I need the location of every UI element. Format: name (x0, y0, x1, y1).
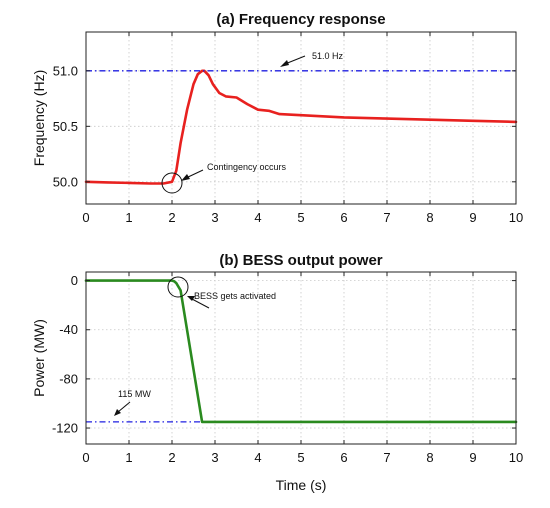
arrow-contingency-line (185, 169, 204, 179)
bess-x-tick-label: 4 (254, 450, 261, 465)
frequency-y-tick-label: 51.0 (53, 63, 78, 78)
frequency-y-tick-label: 50.5 (53, 119, 78, 134)
arrow-51hz-head (280, 60, 289, 67)
arrow-activation-line (191, 298, 210, 309)
grid-frequency (86, 32, 516, 204)
annotation-51hz: 51.0 Hz (312, 51, 344, 61)
arrow-activation-head (187, 296, 195, 301)
bess-x-tick-label: 6 (340, 450, 347, 465)
bess-x-tick-label: 10 (509, 450, 523, 465)
ticks-frequency: 0 1 2 3 4 5 6 7 8 9 10 50.0 50.5 51.0 (53, 32, 523, 225)
annotation-115mw: 115 MW (118, 389, 151, 399)
frequency-x-tick-label: 9 (469, 210, 476, 225)
bess-y-tick-label: -40 (59, 322, 78, 337)
y-axis-label-bess: Power (MW) (31, 319, 47, 397)
bess-x-tick-label: 5 (297, 450, 304, 465)
frequency-x-tick-label: 5 (297, 210, 304, 225)
series-bess (84, 279, 518, 424)
grid-bess (86, 272, 516, 444)
series-frequency (84, 69, 518, 185)
bess-series-curve (84, 279, 518, 424)
bess-y-tick-label: -80 (59, 371, 78, 386)
arrow-51hz-line (284, 55, 306, 65)
frequency-x-tick-label: 3 (211, 210, 218, 225)
bess-x-tick-label: 9 (469, 450, 476, 465)
frequency-x-tick-label: 1 (125, 210, 132, 225)
bess-y-tick-label: -120 (52, 421, 78, 436)
arrow-115mw-line (117, 401, 131, 413)
bess-x-tick-label: 8 (426, 450, 433, 465)
annotation-activation: BESS gets activated (194, 291, 276, 301)
contingency-circle (161, 172, 183, 194)
bess-y-tick-label: 0 (71, 273, 78, 288)
frequency-x-tick-label: 7 (383, 210, 390, 225)
frequency-x-tick-label: 4 (254, 210, 261, 225)
bess-x-tick-label: 7 (383, 450, 390, 465)
arrow-contingency-head (181, 174, 190, 181)
panel-bess-power: (b) BESS output power 0 1 2 3 4 5 6 7 8 9 10 0 -40 -8… (31, 252, 523, 493)
activation-circle (167, 276, 189, 298)
arrow-115mw-head (114, 409, 121, 416)
ticks-bess: 0 1 2 3 4 5 6 7 8 9 10 0 -40 -80 -120 (52, 272, 523, 465)
frequency-series-curve (84, 69, 518, 185)
frequency-x-tick-label: 8 (426, 210, 433, 225)
frequency-x-tick-label: 0 (82, 210, 89, 225)
bess-x-tick-label: 2 (168, 450, 175, 465)
plot-area-bess (86, 272, 516, 444)
frequency-x-tick-label: 6 (340, 210, 347, 225)
bess-x-tick-label: 1 (125, 450, 132, 465)
y-axis-label-frequency: Frequency (Hz) (31, 70, 47, 166)
x-axis-label-bess: Time (s) (276, 477, 327, 493)
frequency-y-tick-label: 50.0 (53, 174, 78, 189)
annotation-contingency: Contingency occurs (207, 162, 287, 172)
bess-x-tick-label: 0 (82, 450, 89, 465)
frequency-x-tick-label: 10 (509, 210, 523, 225)
panel-frequency: (a) Frequency response 0 1 2 3 4 5 6 7 8 9 10 50.0 5… (31, 11, 523, 225)
frequency-x-tick-label: 2 (168, 210, 175, 225)
chart-title-bess: (b) BESS output power (219, 252, 382, 269)
chart-title-frequency: (a) Frequency response (216, 11, 385, 28)
bess-x-tick-label: 3 (211, 450, 218, 465)
